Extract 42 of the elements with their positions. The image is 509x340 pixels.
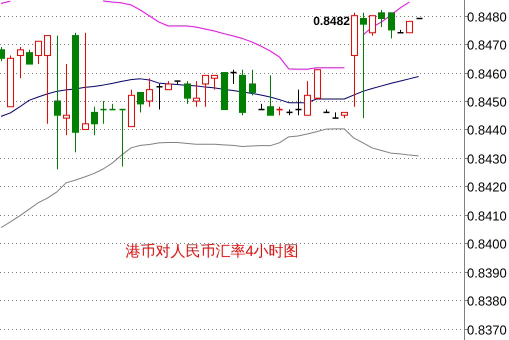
candlestick xyxy=(267,74,274,116)
candlestick xyxy=(26,49,33,65)
y-tick-label: 0.8400 xyxy=(467,236,507,252)
candlestick xyxy=(388,12,395,39)
candlestick xyxy=(211,74,218,90)
candlestick xyxy=(202,74,209,108)
candlestick xyxy=(44,35,51,124)
candlestick xyxy=(63,64,70,136)
candlestick xyxy=(17,46,24,79)
candlestick xyxy=(35,40,42,65)
y-tick-label: 0.8410 xyxy=(467,208,507,224)
y-tick-label: 0.8450 xyxy=(467,94,507,110)
candlestick xyxy=(82,32,89,130)
line-series xyxy=(0,76,420,117)
y-tick-label: 0.8420 xyxy=(467,180,507,194)
candlestick xyxy=(304,80,311,116)
candlestick xyxy=(91,106,98,136)
text: 港币对人民币汇率4小时图 xyxy=(125,243,299,260)
y-tick-label: 0.8430 xyxy=(467,152,507,166)
candlestick xyxy=(249,69,256,96)
candlestick xyxy=(230,69,238,84)
candlestick xyxy=(193,80,200,108)
candlestick xyxy=(406,20,413,34)
candlestick xyxy=(137,92,144,113)
candlestick xyxy=(54,35,61,170)
candlestick xyxy=(369,15,376,36)
candlestick xyxy=(146,78,153,108)
candlestick xyxy=(360,12,367,119)
y-tick-label: 0.8440 xyxy=(467,122,507,138)
candlestick xyxy=(294,89,302,116)
candlestick xyxy=(378,9,385,28)
candlestick xyxy=(156,83,164,110)
candlestick xyxy=(184,80,191,104)
y-tick-label: 0.8390 xyxy=(467,266,507,280)
y-tick-label: 0.8460 xyxy=(467,66,507,82)
y-tick-label: 0.8470 xyxy=(467,38,507,52)
y-tick-label: 0.8480 xyxy=(467,10,507,24)
annotation: 0.8482 xyxy=(313,14,350,28)
y-tick-label: 0.8370 xyxy=(467,322,507,338)
candlestick xyxy=(100,100,108,124)
y-tick-label: 0.8380 xyxy=(467,294,507,308)
candlestick xyxy=(118,108,126,167)
